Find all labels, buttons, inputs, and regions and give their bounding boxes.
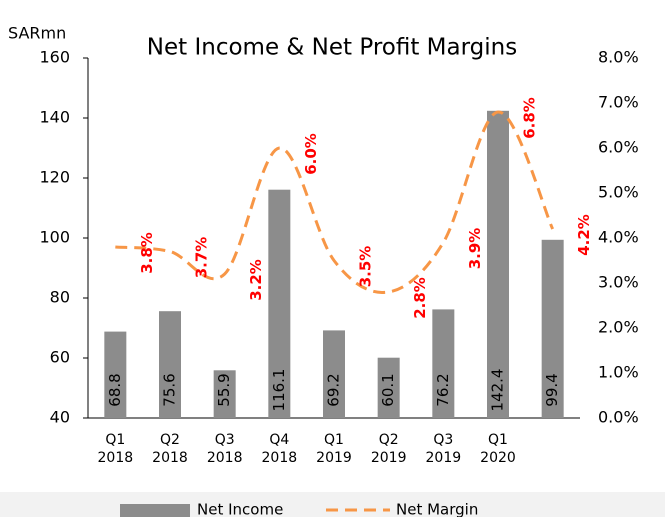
bar-value-label: 116.1: [270, 369, 288, 412]
y-tick-label: 60: [50, 348, 70, 367]
y2-tick-label: 6.0%: [598, 138, 639, 157]
line-value-label: 2.8%: [411, 277, 429, 319]
y2-tick-label: 2.0%: [598, 318, 639, 337]
y-tick-label: 40: [50, 408, 70, 427]
x-tick-label: 2018: [207, 450, 243, 466]
line-value-label: 3.7%: [193, 237, 211, 279]
x-tick-label: 2019: [316, 450, 352, 466]
y-tick-label: 120: [39, 168, 70, 187]
x-tick-label: Q2: [160, 432, 180, 448]
legend-label: Net Income: [197, 501, 283, 517]
bar: [213, 370, 236, 418]
line-value-label: 3.8%: [138, 232, 156, 274]
x-tick-label: 2018: [98, 450, 134, 466]
y2-tick-label: 7.0%: [598, 93, 639, 112]
legend-label: Net Margin: [396, 501, 478, 517]
line-value-label: 6.0%: [302, 133, 320, 175]
bar: [159, 311, 181, 418]
legend-swatch: [120, 504, 190, 517]
bar-value-label: 75.6: [161, 373, 179, 406]
line: [115, 110, 555, 294]
bar: [377, 357, 400, 418]
x-tick-label: 2019: [426, 450, 462, 466]
bar-value-label: 142.4: [489, 369, 507, 412]
bar: [432, 309, 455, 418]
x-tick-label: 2020: [480, 450, 516, 466]
line-value-label: 3.2%: [247, 259, 265, 301]
y2-tick-label: 3.0%: [598, 273, 639, 292]
line-value-label: 6.8%: [521, 97, 539, 139]
bar: [487, 110, 509, 419]
line-value-label: 3.9%: [466, 228, 484, 270]
bar: [323, 330, 345, 418]
bar-value-label: 76.2: [434, 373, 452, 406]
y2-tick-label: 0.0%: [598, 408, 639, 427]
bar-value-label: 69.2: [325, 373, 343, 406]
y-tick-label: 80: [50, 288, 70, 307]
line-value-label: 3.5%: [357, 246, 375, 288]
bar-value-label: 68.8: [106, 373, 124, 406]
x-tick-label: Q3: [215, 432, 235, 448]
y-axis-label: SARmn: [8, 24, 66, 43]
bar-value-label: 60.1: [379, 373, 397, 406]
y2-tick-label: 1.0%: [598, 363, 639, 382]
x-tick-label: Q4: [269, 432, 289, 448]
x-tick-label: Q1: [324, 432, 344, 448]
x-tick-label: 2019: [371, 450, 407, 466]
chart-title: Net Income & Net Profit Margins: [147, 35, 517, 61]
y2-tick-label: 5.0%: [598, 183, 639, 202]
x-tick-label: Q3: [433, 432, 453, 448]
x-tick-label: 2018: [262, 450, 298, 466]
bar: [268, 189, 291, 418]
bar-value-label: 99.4: [543, 373, 561, 406]
y-tick-label: 160: [39, 48, 70, 67]
line-value-label: 4.2%: [575, 214, 593, 256]
bar: [104, 331, 127, 418]
x-tick-label: Q2: [379, 432, 399, 448]
y2-tick-label: 4.0%: [598, 228, 639, 247]
x-tick-label: 2018: [152, 450, 188, 466]
bar-value-label: 55.9: [215, 373, 233, 406]
x-tick-label: Q1: [488, 432, 508, 448]
y2-tick-label: 8.0%: [598, 48, 639, 67]
y-tick-label: 140: [39, 108, 70, 127]
bar: [541, 239, 564, 418]
x-tick-label: Q1: [105, 432, 125, 448]
y-tick-label: 100: [39, 228, 70, 247]
